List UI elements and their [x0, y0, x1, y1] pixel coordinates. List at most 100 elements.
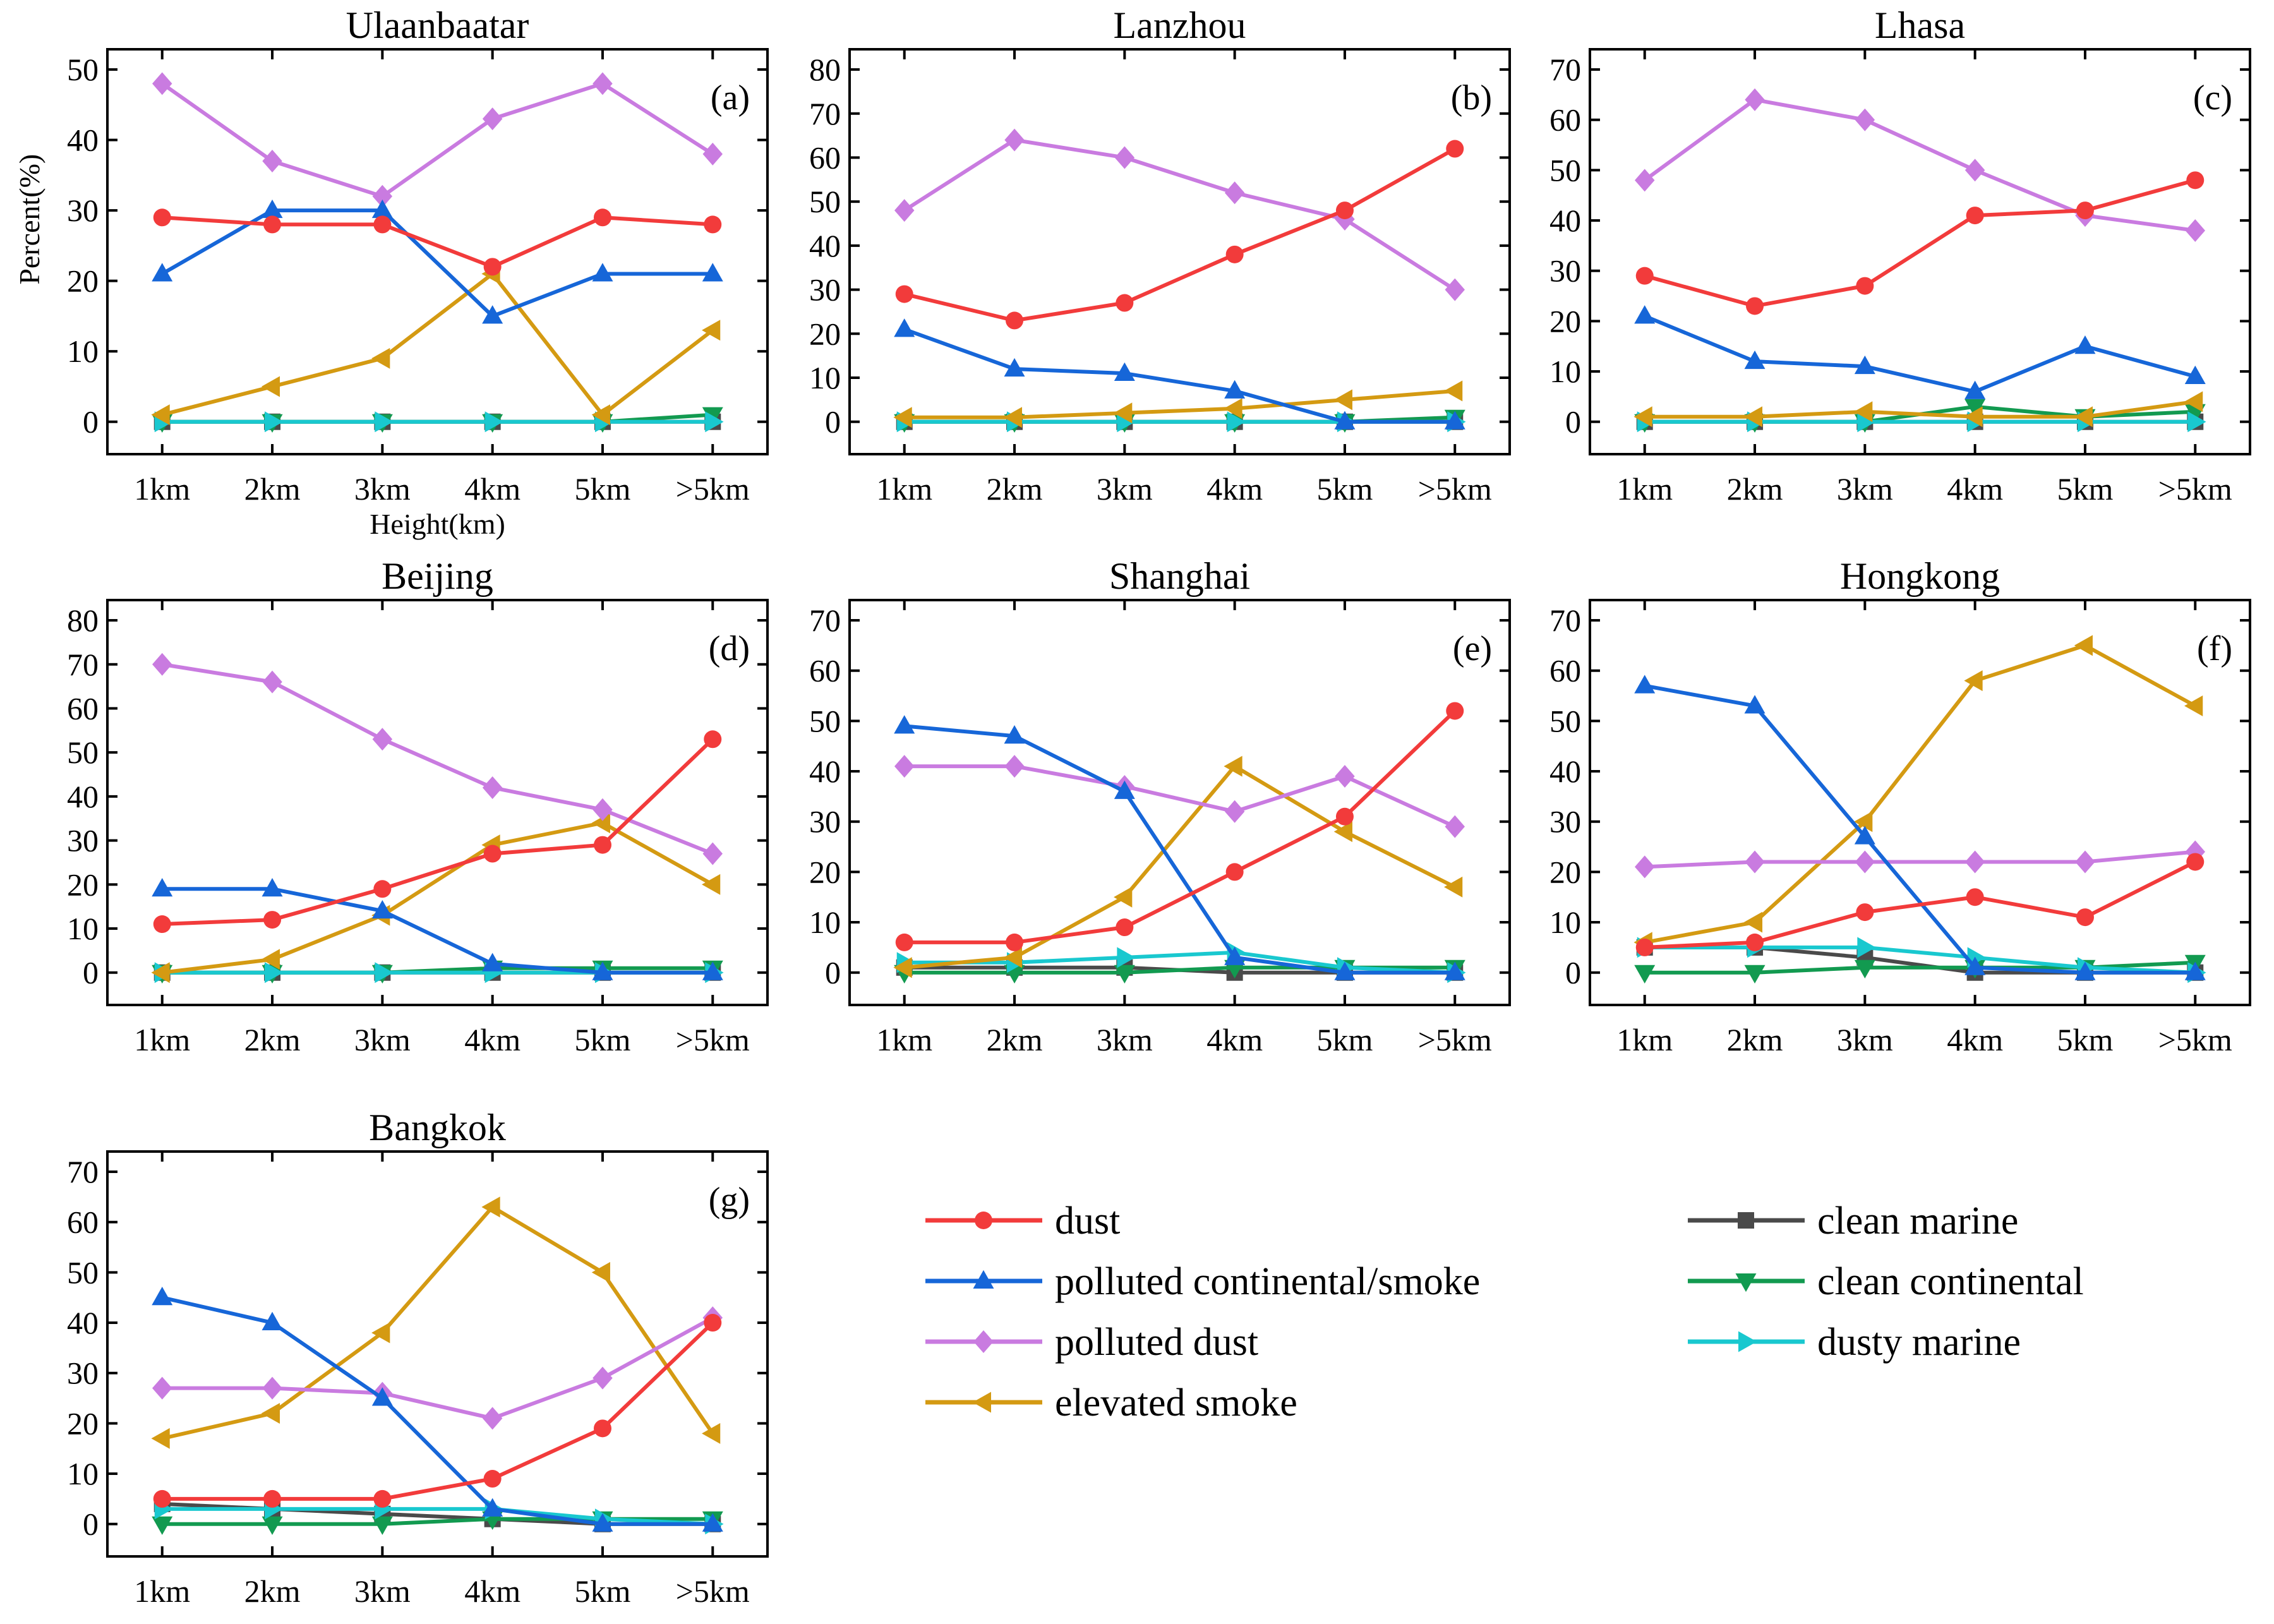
point-pd-2km — [1004, 755, 1025, 778]
x-tick-label: 4km — [1947, 1022, 2003, 1057]
point-pcs-3km — [371, 199, 393, 219]
point-pcs->5km — [2184, 365, 2206, 385]
panel-label: (d) — [709, 629, 750, 668]
point-pd-1km — [894, 755, 915, 778]
series-line-dm — [1644, 945, 2196, 975]
point-dust->5km — [704, 730, 722, 749]
y-tick-label: 0 — [83, 955, 99, 990]
point-dust-4km — [483, 845, 502, 863]
y-tick-label: 20 — [67, 867, 99, 902]
point-es-4km — [1964, 670, 1983, 692]
plot-frame — [1589, 599, 2251, 1006]
series-es — [1633, 635, 2203, 953]
point-pcs-2km — [262, 878, 283, 897]
point-dust-1km — [153, 915, 171, 934]
panel-hongkong: 0 10 20 30 40 50 60 70 1km 2km 3km 4km 5km >5km Hongko… — [1549, 555, 2251, 1057]
series-line-pd — [1643, 97, 2196, 232]
point-es-5km — [1333, 821, 1352, 843]
point-pd-4km — [1964, 850, 1985, 874]
series-dust — [1635, 853, 2205, 956]
point-dust->5km — [2186, 171, 2205, 189]
point-pd-3km — [372, 184, 393, 208]
point-pcs-5km — [592, 263, 613, 282]
x-tick-label: 5km — [2057, 1022, 2114, 1057]
point-pcs-4km — [1224, 380, 1246, 399]
point-pd->5km — [702, 142, 723, 165]
legend: dust polluted continental/smoke polluted d… — [925, 1200, 2084, 1424]
y-tick-label: 0 — [1565, 955, 1581, 990]
point-cc-4km — [1964, 399, 1986, 418]
x-tick-label: 1km — [134, 471, 190, 507]
point-dust-4km — [1966, 207, 1984, 225]
point-pcs-1km — [152, 263, 173, 282]
y-tick-label: 40 — [809, 754, 841, 789]
series-line-dust — [904, 147, 1456, 323]
series-pcs — [894, 715, 1465, 980]
point-pd-3km — [372, 728, 393, 751]
point-pd->5km — [702, 842, 723, 865]
legend-label: clean continental — [1817, 1260, 2084, 1303]
point-es-3km — [1854, 811, 1873, 833]
x-tick-label: 5km — [575, 1022, 631, 1057]
plot-frame — [106, 48, 769, 455]
y-tick-label: 40 — [67, 1305, 99, 1340]
series-cm — [153, 1495, 721, 1532]
point-cc-3km — [371, 1516, 393, 1535]
x-tick-label: 3km — [1097, 471, 1153, 507]
point-es-2km — [1003, 407, 1023, 428]
y-tick-label: 50 — [67, 52, 99, 87]
series-line-pd — [904, 764, 1456, 829]
point-pd-2km — [1004, 128, 1025, 152]
point-pd->5km — [1445, 815, 1465, 838]
point-pd-1km — [1634, 169, 1655, 192]
point-dust-1km — [153, 208, 171, 227]
point-dust-5km — [2076, 201, 2094, 220]
point-es-5km — [2074, 635, 2093, 656]
point-dust->5km — [2186, 853, 2205, 871]
x-tick-label: 4km — [464, 471, 520, 507]
point-pcs->5km — [1444, 961, 1465, 980]
y-tick-label: 40 — [67, 779, 99, 814]
point-pd-4km — [1224, 181, 1245, 205]
series-dust — [895, 702, 1464, 951]
y-tick-label: 70 — [809, 603, 841, 638]
point-dm-2km — [265, 962, 284, 983]
point-dm->5km — [705, 411, 724, 433]
point-dust-3km — [1116, 294, 1134, 312]
legend-marker-pcs — [973, 1270, 994, 1289]
series-dust — [153, 1314, 722, 1508]
point-dust-2km — [1746, 933, 1764, 951]
point-pd-1km — [152, 1376, 172, 1400]
y-tick-label: 80 — [67, 603, 99, 638]
point-pd-3km — [1855, 108, 1875, 131]
x-tick-label: 4km — [1206, 471, 1263, 507]
point-pcs->5km — [702, 263, 723, 282]
y-tick-label: 20 — [809, 316, 841, 351]
point-pd-2km — [262, 670, 282, 694]
panel-label: (c) — [2193, 78, 2232, 117]
series-line-es — [1644, 643, 2196, 944]
point-dust-3km — [373, 880, 392, 898]
point-pcs-3km — [1114, 362, 1135, 382]
series-line-dm — [162, 1507, 713, 1526]
point-pd-4km — [482, 107, 503, 131]
series-line-pd — [162, 662, 714, 856]
point-pcs-5km — [1334, 411, 1356, 430]
point-dust-5km — [1335, 201, 1354, 220]
y-tick-label: 10 — [67, 1456, 99, 1491]
series-pcs — [152, 1286, 723, 1532]
y-tick-label: 30 — [1549, 804, 1581, 839]
plot-frame — [106, 1150, 769, 1558]
y-tick-label: 70 — [809, 96, 841, 131]
point-cc-2km — [262, 1516, 283, 1535]
series-pcs — [1634, 675, 2206, 980]
panel-label: (e) — [1453, 629, 1492, 668]
series-pcs — [152, 878, 723, 980]
point-dust-2km — [263, 1489, 282, 1508]
series-line-dust — [1644, 860, 2196, 949]
point-es-1km — [893, 407, 912, 428]
x-tick-label: 4km — [464, 1573, 520, 1609]
point-pcs->5km — [1444, 411, 1465, 430]
series-line-pcs — [162, 1296, 713, 1526]
series-line-pd — [1644, 850, 2196, 869]
